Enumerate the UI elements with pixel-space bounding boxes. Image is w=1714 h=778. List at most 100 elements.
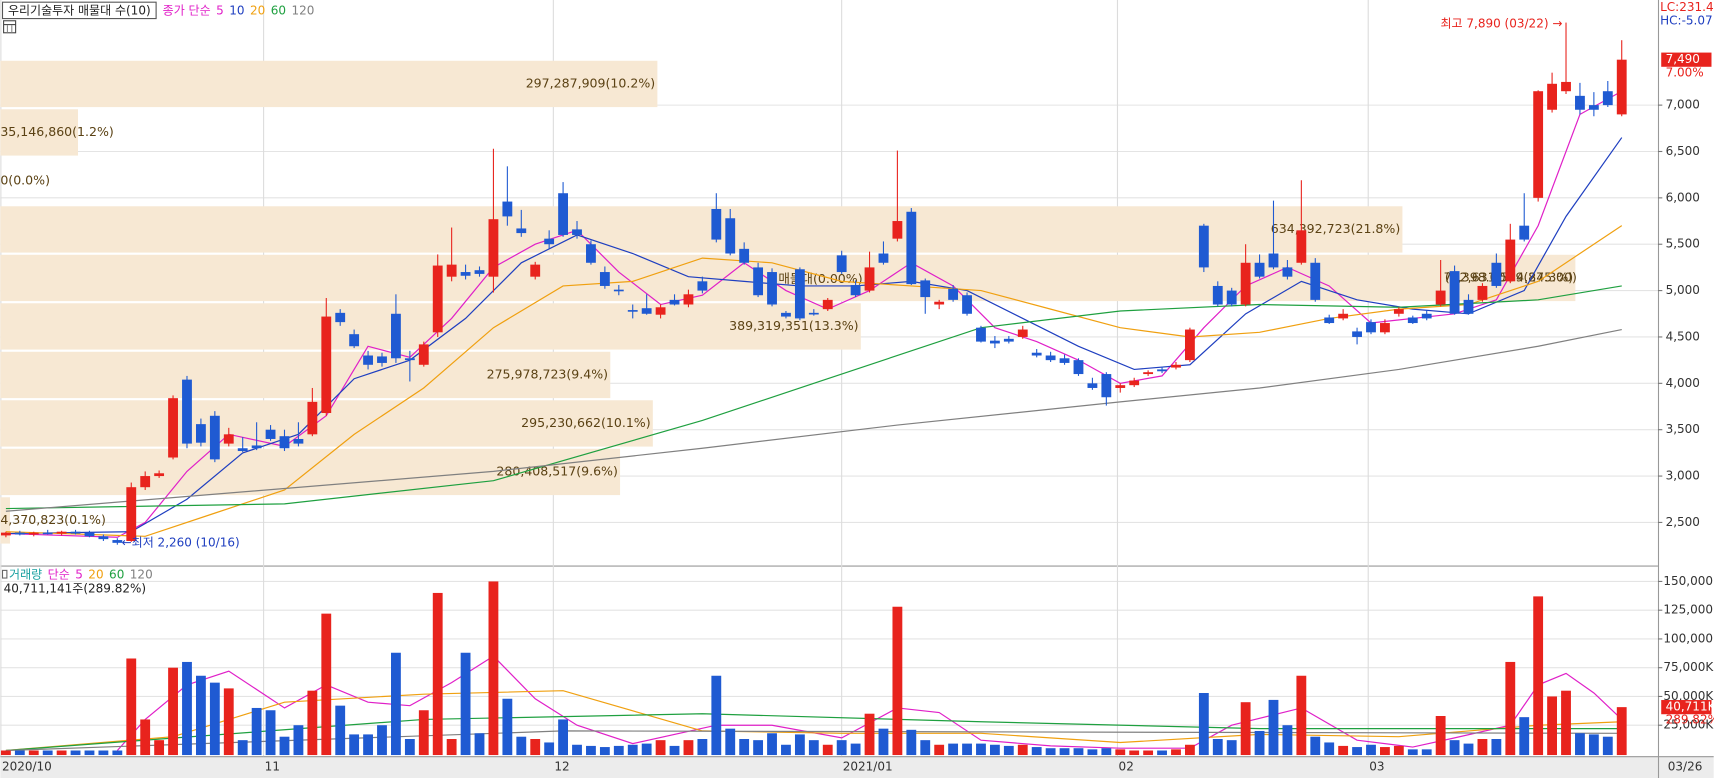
volume-bar <box>14 750 25 756</box>
value-tag <box>1661 52 1712 67</box>
y-tick-label: 150,000K <box>1663 574 1714 588</box>
volume-bar <box>1547 696 1557 756</box>
volume-bar <box>1087 749 1098 756</box>
candle-body <box>725 218 736 254</box>
candle-body <box>168 398 178 458</box>
volume-bar <box>739 739 750 756</box>
candle-body <box>182 379 192 444</box>
candle-body <box>42 532 53 535</box>
candle-body <box>154 473 165 477</box>
candle-body <box>697 281 708 291</box>
volume-bar <box>209 682 220 756</box>
volume-bar <box>753 740 764 756</box>
candle-body <box>864 267 875 291</box>
candle-body <box>1407 317 1418 324</box>
candle-body <box>767 272 777 305</box>
candle-body <box>265 429 276 439</box>
volume-bar <box>1505 661 1516 756</box>
volume-bar <box>683 740 694 756</box>
volume-change: 289.82% <box>1666 713 1714 727</box>
legend-text: 20 <box>250 3 265 17</box>
y-tick-label: 3,000 <box>1666 469 1700 483</box>
volume-bar <box>1519 717 1530 756</box>
candle-body <box>195 424 206 443</box>
candle-body <box>1087 383 1098 388</box>
y-tick-label: 5,500 <box>1666 237 1700 251</box>
volume-bar <box>1171 749 1181 756</box>
volume-bar <box>697 739 708 756</box>
legend-text: 5 <box>216 3 224 17</box>
y-tick-label: 50,000K <box>1663 689 1714 703</box>
high-label: 최고 7,890 (03/22) → <box>1441 17 1563 31</box>
candle-body <box>1505 239 1516 282</box>
volume-bar <box>1059 748 1070 756</box>
volume-bar <box>1157 750 1167 756</box>
candle-body <box>989 340 1000 344</box>
candle-body <box>1477 285 1488 300</box>
value-tag-label: 40,711K <box>1666 700 1714 714</box>
candle-body <box>1268 253 1279 268</box>
candle-body <box>335 312 346 323</box>
volume-bar <box>934 744 945 756</box>
volume-bar <box>1407 749 1418 756</box>
volume-bar <box>836 740 847 756</box>
volume-bar <box>641 743 652 756</box>
volume-bar <box>1031 747 1042 756</box>
candle-body <box>1045 355 1056 361</box>
calendar-icon[interactable] <box>3 20 17 34</box>
candle-body <box>516 228 527 234</box>
volume-bar <box>878 728 889 756</box>
y-tick-label: 100,000K <box>1663 631 1714 645</box>
candle-body <box>1352 331 1362 337</box>
candle-body <box>1310 262 1321 300</box>
volume-bar <box>1296 675 1307 756</box>
candle-body <box>613 289 624 292</box>
candle-body <box>307 401 318 435</box>
volume-bar <box>265 710 276 756</box>
candle-body <box>1421 313 1432 319</box>
volume-bar <box>182 661 192 756</box>
volume-bar <box>56 750 67 756</box>
volume-bar <box>1310 736 1321 756</box>
x-tick-label: 03/26 <box>1668 760 1703 774</box>
volume-bar <box>850 743 861 756</box>
x-tick-label: 12 <box>554 760 569 774</box>
legend-text: 60 <box>271 3 286 17</box>
candle-body <box>293 438 304 444</box>
candle-body <box>892 221 903 239</box>
profile-note: 매물대(0.00%) <box>778 271 862 286</box>
candle-body <box>1380 323 1390 333</box>
candle-body <box>1561 81 1571 92</box>
candle-body <box>1171 364 1181 368</box>
volume-bar <box>251 707 262 756</box>
volume-bar <box>599 747 610 756</box>
volume-bar <box>711 675 722 756</box>
legend-text: 종가 단순 <box>163 3 211 17</box>
candle-body <box>1463 299 1474 314</box>
volume-bar <box>321 613 332 756</box>
volume-bar <box>404 739 415 756</box>
volume-bar <box>391 652 401 756</box>
candle-body <box>349 334 360 347</box>
volume-bar <box>237 740 248 756</box>
candle-body <box>1533 91 1544 198</box>
hc-label: HC:-5.07 <box>1660 13 1713 27</box>
candle-body <box>1184 329 1195 361</box>
volume-bar <box>168 667 178 756</box>
profile-label: 389,319,351(13.3%) <box>729 318 858 333</box>
legend-swatch <box>1 569 8 579</box>
volume-bar <box>1491 739 1502 756</box>
volume-bar <box>1198 692 1209 756</box>
profile-bar <box>0 351 611 399</box>
y-tick-label: 6,500 <box>1666 144 1700 158</box>
icon-frame[interactable] <box>3 20 17 34</box>
volume-bar <box>669 745 680 756</box>
candle-body <box>98 536 109 540</box>
candle-body <box>962 295 972 314</box>
candle-body <box>28 532 39 535</box>
y-tick-label: 4,500 <box>1666 329 1700 343</box>
volume-bar <box>474 733 485 756</box>
candle-body <box>1602 91 1613 106</box>
profile-label: 275,978,723(9.4%) <box>487 366 608 381</box>
